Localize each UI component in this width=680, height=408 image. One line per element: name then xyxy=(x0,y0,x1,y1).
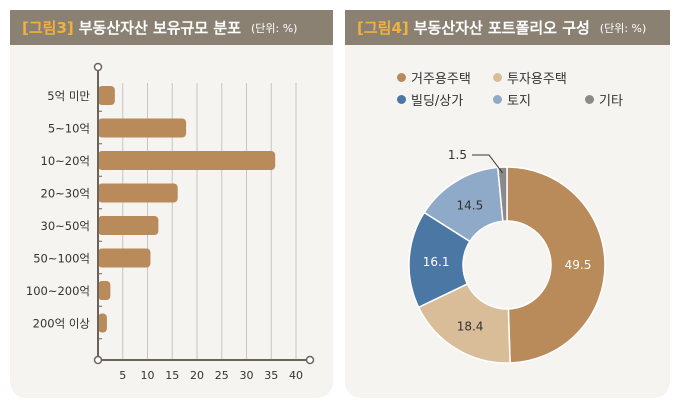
unit-label: (단위: %) xyxy=(599,21,647,35)
bar xyxy=(98,183,178,203)
legend-dot-icon xyxy=(397,73,406,82)
data-label: 49.5 xyxy=(565,258,592,272)
bar-chart-panel: [그림3] 부동산자산 보유규모 분포 (단위: %) 5 10 15 20 25 30 3… xyxy=(10,10,333,398)
x-tick-label: 20 xyxy=(190,369,204,382)
data-label: 14.5 xyxy=(457,198,484,212)
figure-tag: [그림3] xyxy=(22,19,74,37)
legend-item: 빌딩/상가 xyxy=(397,90,463,109)
legend-item: 거주용주택 xyxy=(397,68,471,87)
donut-chart: 49.5 18.4 16.1 14.5 1.5 xyxy=(408,148,606,364)
x-tick-label: 35 xyxy=(264,369,278,382)
chart-title: 부동산자산 보유규모 분포 xyxy=(78,19,241,37)
data-label: 18.4 xyxy=(457,320,484,334)
bar xyxy=(98,313,107,333)
bar xyxy=(98,281,111,300)
y-category-label: 5~10억 xyxy=(48,122,90,136)
leader-line xyxy=(472,154,504,174)
legend-dot-icon xyxy=(493,73,502,82)
bar xyxy=(98,216,159,235)
donut-slice xyxy=(506,166,606,364)
x-tick-label: 5 xyxy=(119,369,126,382)
donut-chart-header: [그림4] 부동산자산 포트폴리오 구성 (단위: %) xyxy=(345,10,670,45)
bar xyxy=(98,248,151,268)
y-category-label: 100~200억 xyxy=(26,284,90,298)
y-category-label: 20~30억 xyxy=(41,187,90,201)
legend-dot-icon xyxy=(585,95,594,104)
y-category-label: 10~20억 xyxy=(41,154,90,168)
y-category-label: 30~50억 xyxy=(41,219,90,233)
y-category-label: 200억 이상 xyxy=(33,317,91,331)
legend-label: 거주용주택 xyxy=(411,72,471,87)
chart-title: 부동산자산 포트폴리오 구성 xyxy=(413,19,590,37)
legend-label: 빌딩/상가 xyxy=(411,94,464,109)
legend-label: 토지 xyxy=(507,94,531,109)
x-tick-label: 40 xyxy=(289,369,303,382)
bar-chart: 5 10 15 20 25 30 35 40 5억 미만 5~10억 10~20억 20~30억 30~… xyxy=(26,62,315,382)
x-tick-label: 15 xyxy=(165,369,179,382)
bar xyxy=(98,118,187,138)
axis-origin-marker xyxy=(93,355,103,365)
unit-label: (단위: %) xyxy=(251,21,298,35)
bar xyxy=(98,151,276,170)
axis-end-marker xyxy=(93,62,103,72)
bar xyxy=(98,86,115,105)
donut-slice xyxy=(496,166,508,223)
legend-dot-icon xyxy=(493,95,502,104)
x-tick-label: 10 xyxy=(141,369,155,382)
x-tick-label: 30 xyxy=(240,369,254,382)
data-label: 1.5 xyxy=(448,148,467,162)
bar-chart-header: [그림3] 부동산자산 보유규모 분포 (단위: %) xyxy=(10,10,333,45)
legend-item: 토지 xyxy=(493,90,531,109)
legend-dot-icon xyxy=(397,95,406,104)
legend-item: 투자용주택 xyxy=(493,68,567,87)
legend-item: 기타 xyxy=(585,90,623,109)
data-label: 16.1 xyxy=(423,255,450,269)
figure-tag: [그림4] xyxy=(357,19,409,37)
axis-end-marker xyxy=(305,355,315,365)
legend-label: 투자용주택 xyxy=(507,72,567,87)
x-tick-label: 25 xyxy=(215,369,229,382)
y-category-label: 5억 미만 xyxy=(47,89,90,103)
legend-label: 기타 xyxy=(599,94,623,109)
y-category-label: 50~100억 xyxy=(33,252,90,266)
